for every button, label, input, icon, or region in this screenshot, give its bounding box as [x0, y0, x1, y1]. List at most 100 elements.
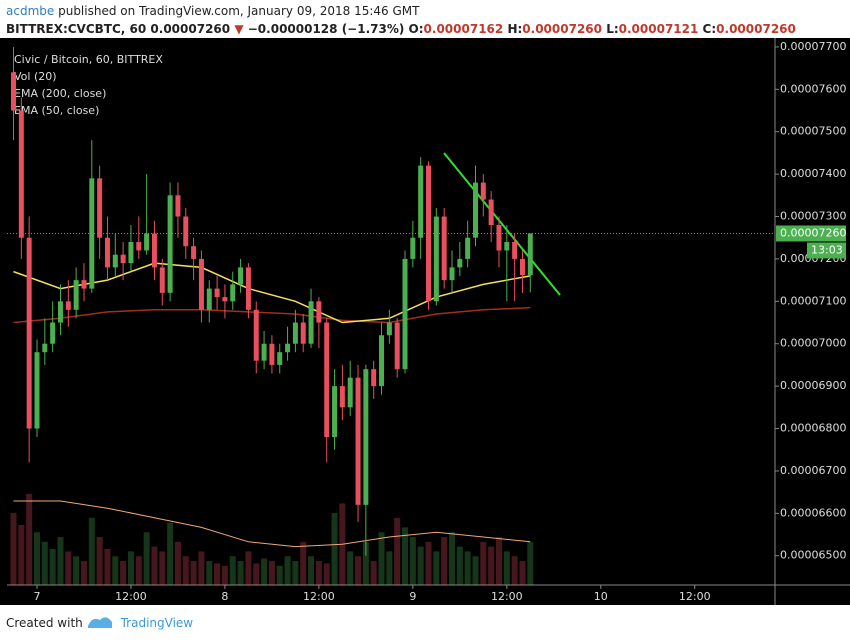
legend-ema200: EMA (200, close): [14, 87, 106, 100]
candle-body: [277, 352, 283, 365]
volume-bar: [10, 513, 17, 585]
candle-body: [441, 216, 447, 281]
candle-body: [269, 343, 275, 365]
y-tick-label: 0.00007000: [780, 337, 846, 350]
volume-bar: [519, 561, 526, 585]
volume-bar: [276, 565, 283, 585]
l-label: L:: [606, 22, 619, 36]
volume-bar: [417, 546, 424, 585]
candle-body: [261, 343, 267, 361]
volume-bar: [472, 556, 479, 585]
candle-body: [159, 267, 165, 293]
o-value: 0.00007162: [423, 22, 504, 36]
ema-line: [13, 306, 531, 324]
volume-bar: [441, 537, 448, 585]
volume-bar: [159, 551, 166, 585]
candle-body: [238, 267, 244, 285]
volume-bar: [41, 541, 48, 585]
h-value: 0.00007260: [522, 22, 602, 36]
candle-body: [504, 241, 510, 251]
volume-bar: [245, 551, 252, 585]
arrow: ▼: [234, 22, 244, 36]
candle-body: [206, 288, 212, 310]
volume-bar: [237, 561, 244, 585]
volume-bar: [370, 561, 377, 585]
volume-bar: [331, 513, 338, 585]
volume-bar: [65, 551, 72, 585]
candle-body: [198, 258, 204, 310]
candle-body: [167, 195, 173, 293]
created: Created with: [6, 616, 83, 630]
volume-bar: [174, 541, 181, 585]
y-tick-label: 0.00006500: [780, 549, 846, 562]
candle-body: [136, 241, 142, 251]
y-tick-label: 0.00006600: [780, 506, 846, 519]
volume-bar: [151, 546, 158, 585]
volume-bar: [229, 556, 236, 585]
published: published on TradingView.com, January 09…: [58, 4, 420, 18]
candle-body: [144, 233, 150, 251]
c-label: C:: [702, 22, 717, 36]
candle-body: [433, 216, 439, 302]
x-tick-label: 12:00: [491, 590, 523, 603]
x-tick-label: 8: [221, 590, 228, 603]
candle-body: [496, 224, 502, 251]
volume-bar: [112, 556, 119, 585]
volume-bar: [190, 561, 197, 585]
candle-body: [112, 254, 118, 268]
h-label: H:: [507, 22, 523, 36]
candle-body: [316, 301, 322, 323]
candle-body: [465, 237, 471, 259]
candle-body: [230, 284, 236, 302]
candle-body: [347, 377, 353, 408]
volume-bar: [362, 541, 369, 585]
candle-body: [81, 280, 87, 289]
candle-body: [18, 110, 24, 238]
candle-body: [300, 322, 306, 344]
y-tick-label: 0.00006700: [780, 464, 846, 477]
volume-bar: [261, 558, 268, 585]
candle-body: [151, 233, 157, 268]
x-tick-label: 9: [409, 590, 416, 603]
legend-volume: Vol (20): [14, 70, 57, 83]
volume-bar: [409, 537, 416, 585]
volume-bar: [300, 541, 307, 585]
candle-body: [379, 335, 385, 387]
trend-line: [443, 152, 561, 296]
legend-ema50: EMA (50, close): [14, 104, 99, 117]
candle-body: [410, 237, 416, 259]
background: [0, 38, 850, 605]
candle-body: [26, 237, 32, 429]
y-tick-label: 0.00006800: [780, 422, 846, 435]
candle-body: [50, 322, 56, 344]
candle-body: [371, 369, 377, 387]
brand[interactable]: TradingView: [120, 616, 194, 630]
publish-line: acdmbe published on TradingView.com, Jan…: [6, 4, 419, 18]
candle-body: [308, 301, 314, 344]
volume-bar: [292, 561, 299, 585]
candle-body: [457, 258, 463, 268]
candle-body: [10, 72, 16, 111]
y-tick-label: 0.00007500: [780, 125, 846, 138]
volume-bar: [347, 551, 354, 585]
x-tick-label: 7: [33, 590, 40, 603]
candle-body: [339, 386, 345, 408]
volume-bar: [120, 561, 127, 585]
candle-body: [253, 309, 259, 361]
volume-bar: [284, 556, 291, 585]
volume-bar: [394, 517, 401, 585]
candle-body: [42, 343, 48, 353]
volume-bar: [57, 537, 64, 585]
candle-body: [394, 322, 400, 370]
candle-body: [355, 377, 361, 505]
volume-bar: [511, 556, 518, 585]
volume-bar: [214, 563, 221, 585]
y-tick-label: 0.00007600: [780, 82, 846, 95]
author[interactable]: acdmbe: [6, 4, 55, 18]
volume-bar: [503, 551, 510, 585]
volume-bar: [73, 556, 80, 585]
volume-bar: [88, 517, 95, 585]
volume-bar: [425, 541, 432, 585]
volume-ma: [13, 500, 531, 548]
candle-body: [292, 322, 298, 344]
